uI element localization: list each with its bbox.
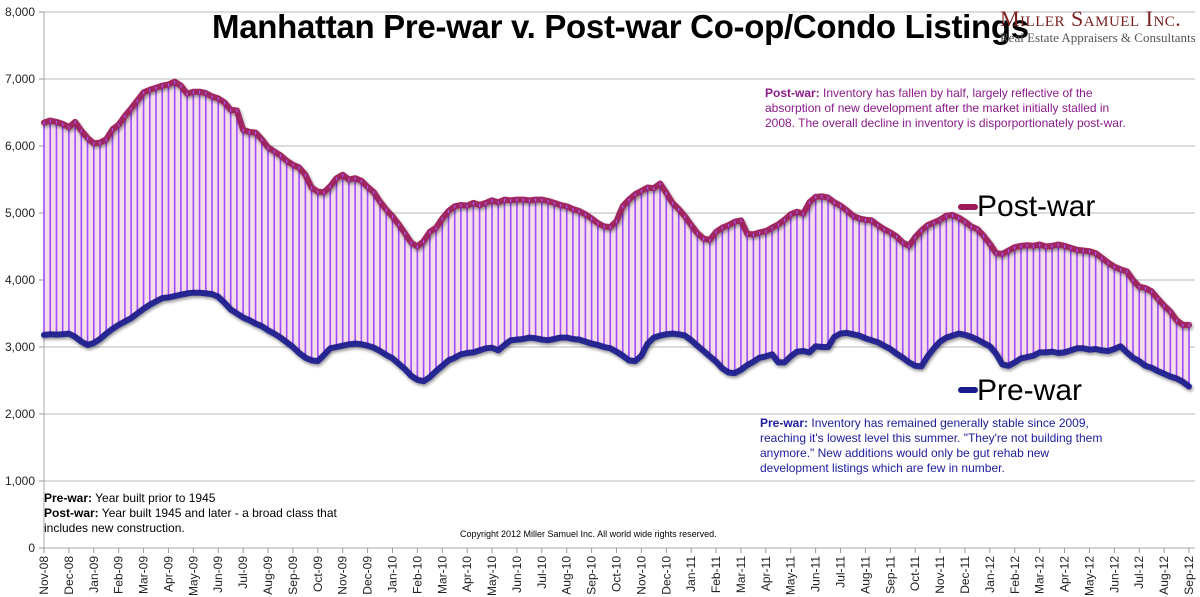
x-tick-label: Mar-09 <box>137 556 151 594</box>
x-tick-label: Apr-12 <box>1058 556 1072 592</box>
y-tick-label: 8,000 <box>5 5 35 19</box>
legend-swatch-pre-war <box>958 387 978 393</box>
post-war-annotation-text: Inventory has fallen by half, largely re… <box>765 86 1126 130</box>
x-tick-label: Jul-11 <box>834 556 848 588</box>
x-tick-label: Nov-10 <box>634 556 648 595</box>
x-tick-label: Dec-09 <box>361 556 375 595</box>
y-tick-label: 1,000 <box>5 474 35 488</box>
chart-title: Manhattan Pre-war v. Post-war Co-op/Cond… <box>212 8 1029 45</box>
y-tick-label: 2,000 <box>5 407 35 421</box>
x-tick-label: May-11 <box>784 556 798 595</box>
x-tick-label: Apr-11 <box>759 556 773 591</box>
x-tick-label: Jul-10 <box>535 556 549 589</box>
x-tick-label: Nov-09 <box>336 556 350 595</box>
x-tick-label: Jun-11 <box>809 556 823 592</box>
logo-tagline: Real Estate Appraisers & Consultants <box>1000 30 1196 45</box>
x-tick-label: Jan-11 <box>684 556 698 592</box>
pre-war-annotation-label: Pre-war: <box>760 416 809 430</box>
legend-label-post-war: Post-war <box>977 190 1096 223</box>
x-tick-label: Jan-10 <box>385 556 399 593</box>
x-tick-label: Sep-11 <box>883 556 897 594</box>
post-war-annotation-label: Post-war: <box>765 86 820 100</box>
x-tick-label: Jan-12 <box>983 556 997 593</box>
x-tick-label: Feb-09 <box>112 556 126 594</box>
x-tick-label: Aug-10 <box>560 556 574 595</box>
x-tick-label: Jun-09 <box>211 556 225 593</box>
x-tick-label: Mar-10 <box>435 556 449 594</box>
x-tick-label: Dec-08 <box>62 556 76 595</box>
x-tick-label: Mar-12 <box>1033 556 1047 594</box>
y-tick-label: 4,000 <box>5 273 35 287</box>
x-tick-label: Sep-12 <box>1182 556 1196 595</box>
copyright-notice: Copyright 2012 Miller Samuel Inc. All wo… <box>460 529 717 539</box>
series-line-pre-war <box>41 289 1192 390</box>
pre-war-definition: Pre-war: Year built prior to 1945 <box>44 491 364 506</box>
post-war-annotation: Post-war: Inventory has fallen by half, … <box>765 86 1135 131</box>
x-tick-label: May-09 <box>186 556 200 596</box>
x-tick-label: Jan-09 <box>87 556 101 593</box>
x-tick-label: Jun-12 <box>1107 556 1121 593</box>
x-tick-label: Nov-11 <box>933 556 947 594</box>
series-lines <box>41 78 1192 390</box>
x-tick-label: May-10 <box>485 556 499 596</box>
y-axis: 0 1,000 2,000 3,000 4,000 5,000 6,000 7,000 8,00… <box>5 5 45 555</box>
pre-war-annotation-text: Inventory has remained generally stable … <box>760 416 1103 475</box>
x-tick-label: Mar-11 <box>734 556 748 593</box>
y-tick-label: 6,000 <box>5 139 35 153</box>
x-tick-label: Jul-12 <box>1132 556 1146 589</box>
definitions-note: Pre-war: Year built prior to 1945 Post-w… <box>44 491 364 536</box>
x-tick-label: Apr-09 <box>161 556 175 592</box>
x-tick-label: Aug-09 <box>261 556 275 595</box>
x-tick-label: Jun-10 <box>510 556 524 593</box>
post-war-definition: Post-war: Year built 1945 and later - a … <box>44 506 364 536</box>
legend-swatch-post-war <box>958 204 978 210</box>
x-tick-label: Aug-11 <box>858 556 872 594</box>
x-tick-label: Nov-08 <box>37 556 51 595</box>
x-tick-label: Apr-10 <box>460 556 474 592</box>
y-tick-label: 3,000 <box>5 340 35 354</box>
x-tick-label: Dec-11 <box>958 556 972 594</box>
x-tick-label: Aug-12 <box>1157 556 1171 595</box>
y-tick-label: 0 <box>28 541 35 555</box>
pre-war-annotation: Pre-war: Inventory has remained generall… <box>760 416 1120 476</box>
logo-name: Miller Samuel Inc. <box>1000 6 1182 31</box>
drop-lines <box>43 81 1190 387</box>
x-tick-label: Oct-11 <box>908 556 922 591</box>
x-tick-label: Feb-11 <box>709 556 723 593</box>
x-axis: Nov-08 Dec-08 Jan-09 Feb-09 Mar-09 Apr-09 May-… <box>37 547 1196 596</box>
x-tick-label: Oct-10 <box>610 556 624 592</box>
x-tick-label: Feb-12 <box>1008 556 1022 594</box>
pre-war-definition-label: Pre-war: <box>44 491 93 505</box>
y-tick-label: 5,000 <box>5 206 35 220</box>
x-tick-label: May-12 <box>1082 556 1096 596</box>
y-tick-label: 7,000 <box>5 72 35 86</box>
x-tick-label: Oct-09 <box>311 556 325 592</box>
x-tick-label: Feb-10 <box>410 556 424 594</box>
x-tick-label: Dec-10 <box>659 556 673 595</box>
company-logo: Miller Samuel Inc. Real Estate Appraiser… <box>1000 6 1196 46</box>
legend-label-pre-war: Pre-war <box>977 374 1083 407</box>
x-tick-label: Sep-09 <box>286 556 300 595</box>
x-tick-label: Jul-09 <box>236 556 250 589</box>
post-war-definition-label: Post-war: <box>44 506 99 520</box>
post-war-definition-text: Year built 1945 and later - a broad clas… <box>44 506 337 535</box>
pre-war-definition-text: Year built prior to 1945 <box>92 491 216 505</box>
x-tick-label: Sep-10 <box>585 556 599 595</box>
